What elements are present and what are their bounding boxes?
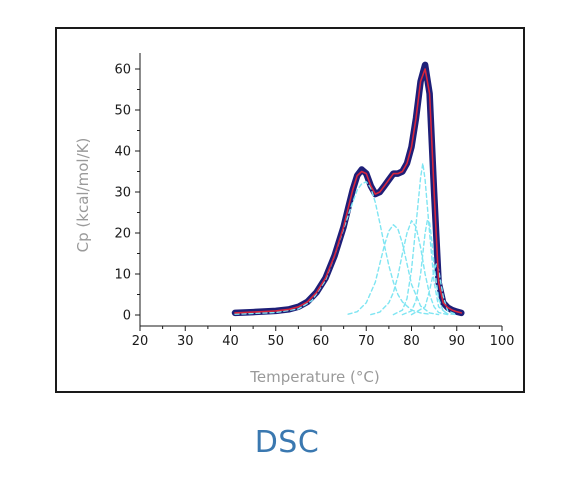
x-tick-label: 100 (490, 334, 515, 349)
x-tick-label: 70 (358, 334, 375, 349)
y-tick-label: 10 (114, 268, 131, 283)
chart-frame: 20 30 40 50 60 70 80 90 100 0 10 20 30 40 50 60 Tempera… (55, 27, 525, 393)
x-tick-label: 80 (403, 334, 420, 349)
dsc-plot: 20 30 40 50 60 70 80 90 100 0 10 20 30 40 50 60 Tempera… (74, 53, 514, 386)
fit-curve (234, 68, 463, 314)
x-tick-label: 40 (222, 334, 239, 349)
component-curve-1 (234, 181, 431, 315)
y-tick-label: 50 (114, 104, 131, 119)
component-curve-6 (410, 263, 458, 316)
series-layer (231, 61, 465, 317)
figure-caption: DSC (254, 425, 320, 460)
y-tick-label: 40 (114, 145, 131, 160)
component-curve-2 (347, 224, 440, 316)
x-tick-label: 60 (313, 334, 330, 349)
component-curve-5 (401, 220, 458, 316)
y-axis-title: Cp (kcal/mol/K) (74, 138, 92, 253)
y-tick-label: 0 (123, 309, 131, 324)
measured-curve (231, 61, 465, 317)
axes: 20 30 40 50 60 70 80 90 100 0 10 20 30 40 50 60 (114, 53, 514, 349)
component-curve-4 (392, 162, 449, 316)
x-tick-label: 30 (177, 334, 194, 349)
x-axis-title: Temperature (°C) (249, 368, 379, 386)
x-tick-label: 90 (448, 334, 465, 349)
x-tick-label: 50 (267, 334, 284, 349)
y-tick-label: 60 (114, 63, 131, 78)
component-curve-3 (370, 220, 449, 316)
y-tick-label: 20 (114, 227, 131, 242)
y-tick-label: 30 (114, 186, 131, 201)
x-tick-label: 20 (132, 334, 149, 349)
